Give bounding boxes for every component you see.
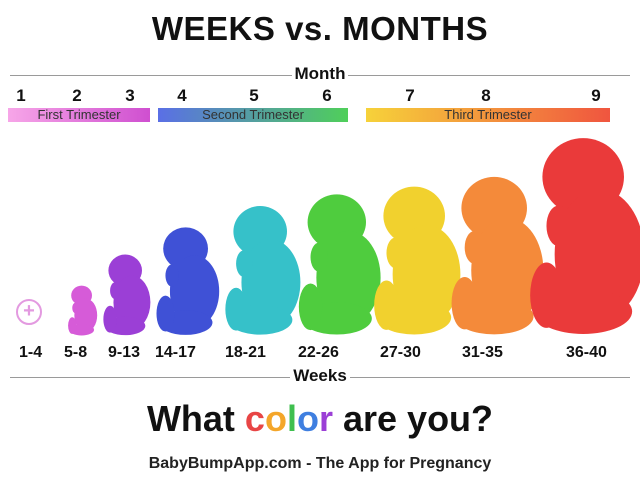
week-label: 9-13 — [108, 344, 141, 361]
week-label: 22-26 — [298, 344, 339, 361]
month-number: 9 — [591, 86, 601, 105]
week-label: 5-8 — [64, 344, 88, 361]
week-label: 36-40 — [566, 344, 607, 361]
page-title: WEEKS vs. MONTHS — [151, 10, 489, 47]
trimester-bar-second: Second Trimester — [158, 108, 348, 122]
fetus-figure — [529, 138, 640, 334]
month-number: 8 — [481, 86, 491, 105]
footer-text: BabyBumpApp.com - The App for Pregnancy — [148, 455, 492, 472]
month-number: 2 — [72, 86, 82, 105]
month-number: 4 — [177, 86, 187, 105]
weeks-axis-label: Weeks — [0, 366, 640, 386]
trimester-bar-third: Third Trimester — [366, 108, 610, 122]
month-number: 3 — [125, 86, 135, 105]
fetus-figure — [451, 176, 544, 335]
fetus-figure — [156, 227, 220, 335]
week-label: 27-30 — [380, 344, 421, 361]
month-axis-label: Month — [0, 64, 640, 84]
color-word: color — [244, 398, 333, 439]
month-number: 5 — [249, 86, 259, 105]
week-label: 18-21 — [225, 344, 266, 361]
week-label: 14-17 — [155, 344, 196, 361]
fetus-figure — [67, 285, 98, 336]
fetus-figure — [103, 254, 151, 336]
week-label: 1-4 — [19, 344, 43, 361]
plus-circle-icon: + — [16, 299, 42, 325]
fetus-figure — [225, 206, 301, 335]
week-label: 31-35 — [462, 344, 503, 361]
month-number: 7 — [405, 86, 415, 105]
fetus-figure — [298, 194, 381, 335]
trimester-bar-first: First Trimester — [8, 108, 150, 122]
fetus-figure — [374, 186, 461, 335]
month-number: 1 — [16, 86, 26, 105]
question-text: What color are you? — [146, 398, 494, 439]
month-number: 6 — [322, 86, 332, 105]
